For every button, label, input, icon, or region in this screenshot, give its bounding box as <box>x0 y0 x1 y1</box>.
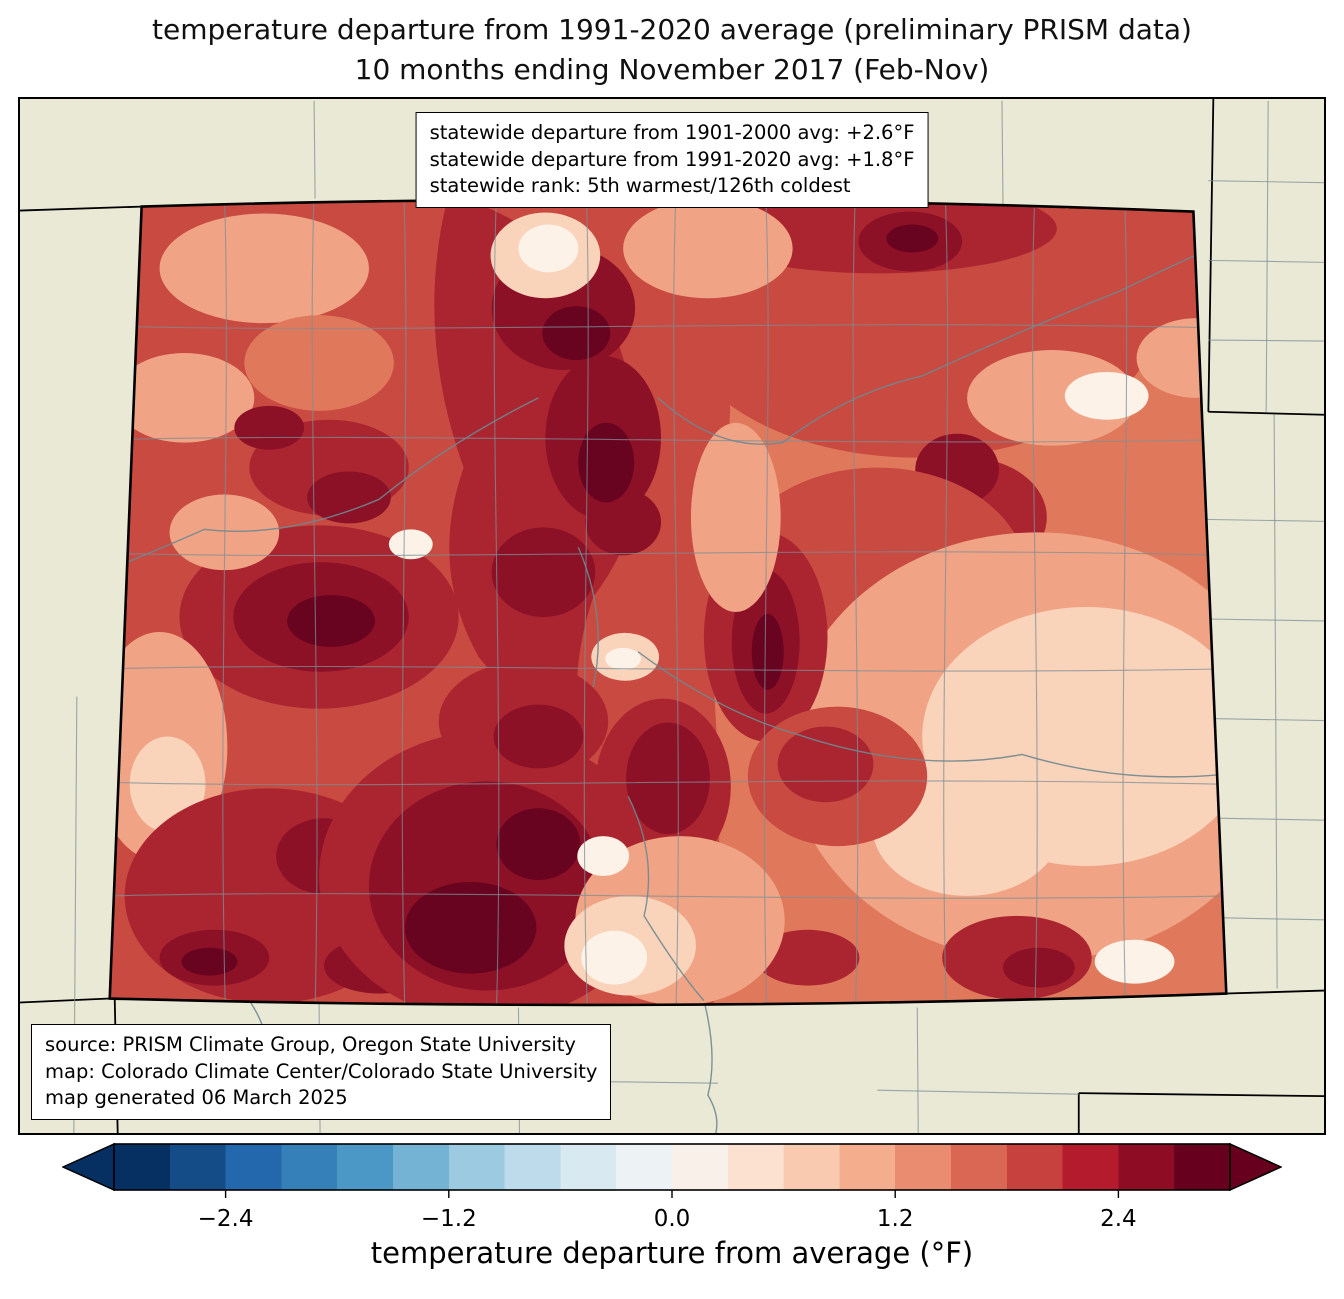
map-title-line1: temperature departure from 1991-2020 ave… <box>152 13 1192 46</box>
colorbar-tick-label: 2.4 <box>1100 1206 1137 1232</box>
credits-generated-line: map generated 06 March 2025 <box>45 1086 348 1110</box>
colorbar-segment <box>839 1144 896 1190</box>
stats-line-1991-2020: statewide departure from 1991-2020 avg: … <box>429 147 915 171</box>
map-plot-area: statewide departure from 1901-2000 avg: … <box>18 97 1326 1135</box>
colorbar-segment <box>393 1144 450 1190</box>
colorbar-segment <box>448 1144 506 1190</box>
stats-line-1901-2000: statewide departure from 1901-2000 avg: … <box>429 121 915 144</box>
map-title: temperature departure from 1991-2020 ave… <box>0 10 1344 90</box>
colorbar-tick-label: −2.4 <box>198 1206 254 1232</box>
colorbar-segment <box>672 1144 729 1190</box>
credits-source-line: source: PRISM Climate Group, Oregon Stat… <box>45 1032 576 1056</box>
colorbar-segment <box>951 1144 1008 1190</box>
colorbar-tick-label: 0.0 <box>654 1206 691 1232</box>
colorbar-segment <box>281 1144 338 1190</box>
colorbar-tick-label: 1.2 <box>877 1206 914 1232</box>
stats-box: statewide departure from 1901-2000 avg: … <box>415 112 929 209</box>
colorbar-segment <box>114 1144 171 1190</box>
colorbar-tick-label: −1.2 <box>421 1206 477 1232</box>
colorbar-segment <box>1118 1144 1175 1190</box>
colorbar-segment <box>895 1144 952 1190</box>
colorbar-axis-label: temperature departure from average (°F) <box>370 1236 974 1270</box>
colorbar-left-arrow <box>61 1142 115 1192</box>
stats-line-rank: statewide rank: 5th warmest/126th coldes… <box>429 174 851 198</box>
colorbar-segment <box>727 1144 785 1190</box>
river-lines <box>114 247 1225 1001</box>
colorbar: −2.4 −1.2 0.0 1.2 2.4 <box>61 1142 1283 1238</box>
credits-box: source: PRISM Climate Group, Oregon Stat… <box>31 1023 612 1120</box>
colorbar-segment <box>1006 1144 1064 1190</box>
colorbar-segment <box>1174 1144 1231 1190</box>
colorbar-segment <box>1062 1144 1120 1190</box>
colorbar-segment <box>560 1144 617 1190</box>
county-lines <box>109 199 1227 1005</box>
colorado-map-svg <box>20 99 1324 1133</box>
colorbar-segment <box>616 1144 673 1190</box>
colorbar-segment <box>337 1144 394 1190</box>
colorbar-segment <box>169 1144 227 1190</box>
credits-map-line: map: Colorado Climate Center/Colorado St… <box>45 1059 598 1083</box>
colorbar-right-arrow <box>1229 1142 1283 1192</box>
colorbar-segment <box>225 1144 283 1190</box>
colorbar-segment <box>783 1144 841 1190</box>
map-title-line2: 10 months ending November 2017 (Feb-Nov) <box>354 53 990 87</box>
colorbar-segment <box>504 1144 562 1190</box>
colorbar-svg: −2.4 −1.2 0.0 1.2 2.4 <box>61 1142 1283 1232</box>
